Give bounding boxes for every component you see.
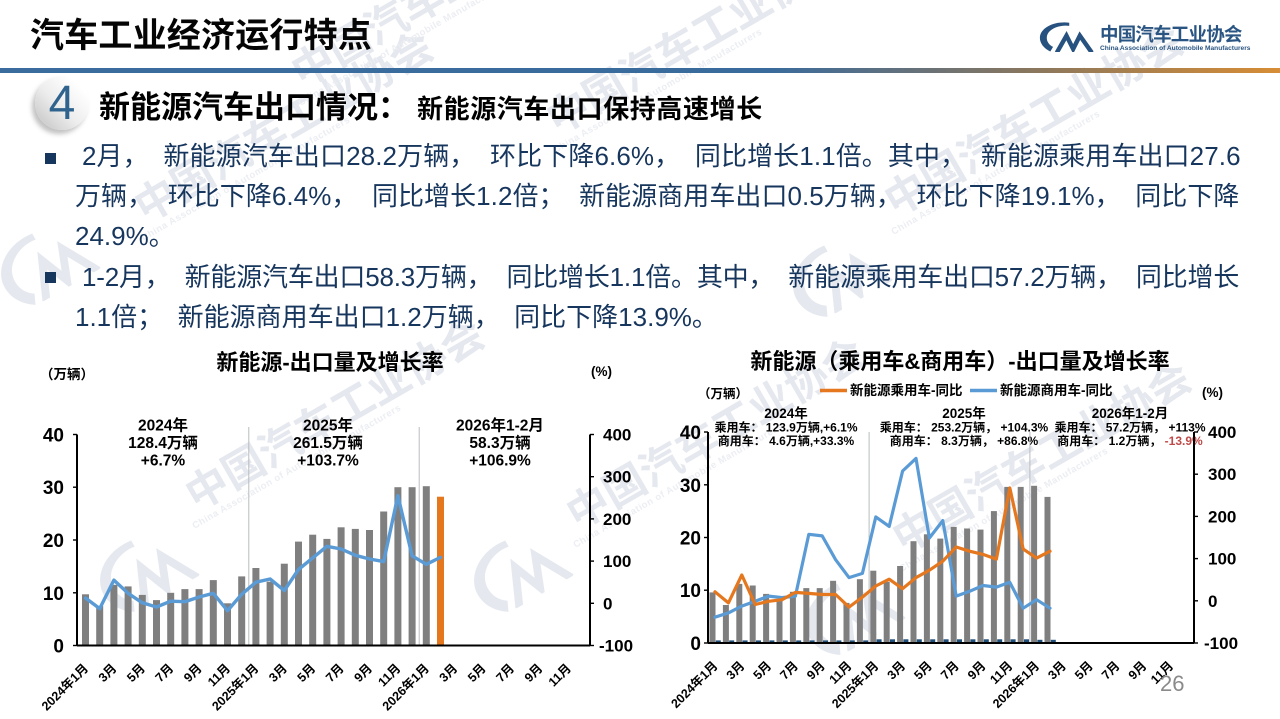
svg-text:乘用车： 57.2万辆， +113%: 乘用车： 57.2万辆， +113% xyxy=(1054,420,1205,435)
svg-text:2025年: 2025年 xyxy=(942,405,986,421)
svg-text:-100: -100 xyxy=(599,637,633,656)
svg-text:200: 200 xyxy=(603,510,631,529)
svg-text:7月: 7月 xyxy=(938,659,962,683)
svg-text:0: 0 xyxy=(1208,592,1217,611)
svg-text:3月: 3月 xyxy=(1045,659,1069,683)
svg-text:5月: 5月 xyxy=(1072,659,1096,683)
svg-text:300: 300 xyxy=(1208,465,1236,484)
svg-text:7月: 7月 xyxy=(153,661,177,685)
svg-text:2024年: 2024年 xyxy=(138,416,188,435)
svg-text:（万辆）: （万辆） xyxy=(40,367,94,382)
svg-text:30: 30 xyxy=(680,476,701,497)
svg-text:261.5万辆: 261.5万辆 xyxy=(293,434,363,452)
svg-text:5月: 5月 xyxy=(295,661,319,685)
svg-text:2026年1-2月: 2026年1-2月 xyxy=(456,416,544,435)
svg-text:5月: 5月 xyxy=(124,661,148,685)
svg-text:新能源-出口量及增长率: 新能源-出口量及增长率 xyxy=(216,350,443,375)
svg-text:7月: 7月 xyxy=(1099,659,1123,683)
svg-text:5月: 5月 xyxy=(465,661,489,685)
svg-text:乘用车： 253.2万辆， +104.3%: 乘用车： 253.2万辆， +104.3% xyxy=(880,420,1049,435)
svg-text:商用车： 1.2万辆， -13.9%: 商用车： 1.2万辆， -13.9% xyxy=(1057,433,1203,448)
svg-text:9月: 9月 xyxy=(181,661,205,685)
svg-text:10: 10 xyxy=(680,581,701,602)
svg-text:-100: -100 xyxy=(1204,634,1238,653)
svg-text:新能源乘用车-同比: 新能源乘用车-同比 xyxy=(850,382,963,398)
svg-text:9月: 9月 xyxy=(965,659,989,683)
svg-text:乘用车： 123.9万辆,+6.1%: 乘用车： 123.9万辆,+6.1% xyxy=(714,420,857,435)
svg-text:3月: 3月 xyxy=(724,659,748,683)
svg-text:400: 400 xyxy=(1208,423,1236,442)
svg-text:3月: 3月 xyxy=(96,661,120,685)
svg-text:2024年: 2024年 xyxy=(764,405,808,421)
svg-text:7月: 7月 xyxy=(777,659,801,683)
svg-text:2024年1月: 2024年1月 xyxy=(38,661,91,714)
svg-text:200: 200 xyxy=(1208,507,1236,526)
svg-text:0: 0 xyxy=(690,634,701,655)
svg-text:0: 0 xyxy=(603,594,612,613)
svg-text:7月: 7月 xyxy=(323,661,347,685)
svg-text:5月: 5月 xyxy=(751,659,775,683)
svg-text:58.3万辆: 58.3万辆 xyxy=(469,434,530,452)
svg-text:0: 0 xyxy=(53,637,64,658)
svg-text:2025年: 2025年 xyxy=(303,416,353,435)
svg-text:商用车： 8.3万辆， +86.8%: 商用车： 8.3万辆， +86.8% xyxy=(890,433,1039,448)
svg-text:30: 30 xyxy=(43,478,64,499)
svg-text:20: 20 xyxy=(43,531,64,552)
svg-text:11月: 11月 xyxy=(546,661,574,689)
svg-text:128.4万辆: 128.4万辆 xyxy=(128,434,198,452)
svg-text:9月: 9月 xyxy=(804,659,828,683)
svg-text:2024年1月: 2024年1月 xyxy=(668,658,721,711)
svg-text:40: 40 xyxy=(680,423,701,444)
svg-text:3月: 3月 xyxy=(437,661,461,685)
svg-text:+106.9%: +106.9% xyxy=(469,453,531,470)
svg-text:9月: 9月 xyxy=(522,661,546,685)
svg-text:9月: 9月 xyxy=(1126,659,1150,683)
svg-text:3月: 3月 xyxy=(885,659,909,683)
svg-text:+6.7%: +6.7% xyxy=(141,453,186,470)
svg-text:（万辆）: （万辆） xyxy=(698,386,748,401)
svg-text:9月: 9月 xyxy=(351,661,375,685)
svg-text:3月: 3月 xyxy=(266,661,290,685)
svg-text:20: 20 xyxy=(680,529,701,550)
svg-text:300: 300 xyxy=(603,468,631,487)
svg-text:100: 100 xyxy=(1208,550,1236,569)
svg-text:100: 100 xyxy=(603,552,631,571)
svg-text:新能源商用车-同比: 新能源商用车-同比 xyxy=(1000,382,1113,398)
svg-text:商用车： 4.6万辆,+33.3%: 商用车： 4.6万辆,+33.3% xyxy=(718,433,855,448)
svg-text:40: 40 xyxy=(43,426,64,447)
svg-text:400: 400 xyxy=(603,426,631,445)
svg-text:新能源（乘用车&商用车）-出口量及增长率: 新能源（乘用车&商用车）-出口量及增长率 xyxy=(750,349,1169,374)
svg-text:(%): (%) xyxy=(591,364,612,379)
svg-text:+103.7%: +103.7% xyxy=(297,453,359,470)
svg-text:2026年1-2月: 2026年1-2月 xyxy=(1092,405,1169,421)
svg-text:(%): (%) xyxy=(1202,385,1223,400)
svg-text:10: 10 xyxy=(43,584,64,605)
svg-text:5月: 5月 xyxy=(911,659,935,683)
svg-text:7月: 7月 xyxy=(493,661,517,685)
